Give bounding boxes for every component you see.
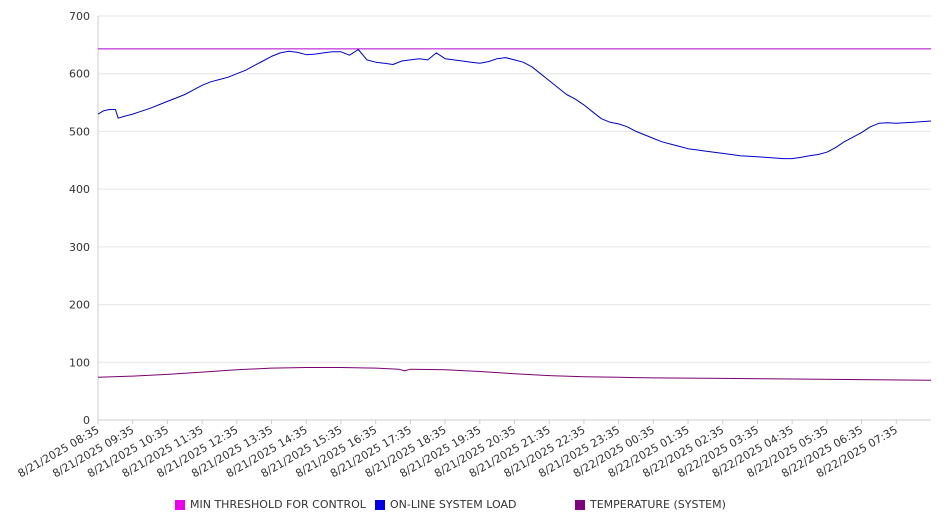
y-tick-label: 700: [69, 10, 90, 23]
legend-swatch-min-threshold: [175, 499, 185, 510]
legend-label-system-load: ON-LINE SYSTEM LOAD: [390, 498, 517, 511]
legend-item-system-load[interactable]: ON-LINE SYSTEM LOAD: [375, 498, 516, 511]
series-line-system-load: [97, 49, 932, 160]
y-tick-label: 500: [69, 125, 90, 138]
legend-item-min-threshold[interactable]: MIN THRESHOLD FOR CONTROL: [175, 498, 366, 511]
y-tick-label: 400: [69, 183, 90, 196]
y-tick-label: 600: [69, 68, 90, 81]
legend-label-min-threshold: MIN THRESHOLD FOR CONTROL: [190, 498, 366, 511]
legend-label-temperature: TEMPERATURE (SYSTEM): [590, 498, 726, 511]
y-tick-label: 200: [69, 299, 90, 312]
y-tick-label: 300: [69, 241, 90, 254]
legend-item-temperature[interactable]: TEMPERATURE (SYSTEM): [575, 498, 726, 511]
series-line-temperature: [97, 367, 932, 381]
y-tick-label: 0: [83, 414, 90, 427]
legend-swatch-system-load: [375, 499, 385, 510]
legend-swatch-temperature: [575, 499, 585, 510]
y-tick-label: 100: [69, 356, 90, 369]
chart-legend: MIN THRESHOLD FOR CONTROL ON-LINE SYSTEM…: [0, 498, 946, 514]
